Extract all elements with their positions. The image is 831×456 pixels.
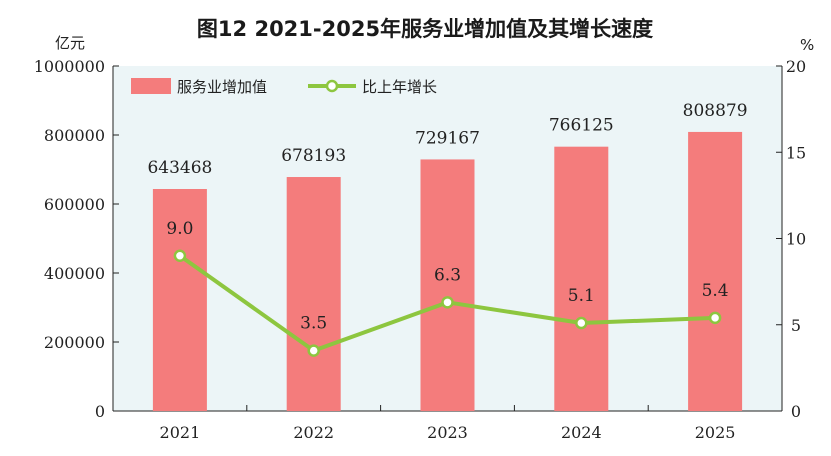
left-axis-unit: 亿元 xyxy=(55,34,85,52)
bar xyxy=(688,131,743,411)
left-tick-label: 200000 xyxy=(44,333,105,352)
line-value-label: 5.4 xyxy=(702,281,729,301)
legend-line-marker xyxy=(325,79,339,93)
bar-value-label: 729167 xyxy=(415,128,480,148)
line-point xyxy=(307,344,320,357)
x-tick-label: 2023 xyxy=(427,423,468,442)
bar xyxy=(152,189,207,411)
right-tick-label: 20 xyxy=(786,57,806,76)
right-tick-label: 15 xyxy=(786,143,806,162)
left-tick-label: 400000 xyxy=(44,264,105,283)
line-point xyxy=(173,249,187,262)
right-tick-label: 5 xyxy=(791,316,801,335)
line-value-label: 3.5 xyxy=(300,314,327,334)
line-series xyxy=(173,249,722,357)
x-tick-label: 2024 xyxy=(561,423,602,442)
x-tick-label: 2021 xyxy=(160,423,201,442)
bar-value-label: 808879 xyxy=(683,101,748,121)
left-tick-label: 600000 xyxy=(44,195,105,214)
left-tick-label: 800000 xyxy=(44,126,105,145)
bar-value-labels: 643468 678193 729167 766125 808879 xyxy=(147,101,747,178)
x-tick-label: 2022 xyxy=(293,423,334,442)
chart-title: 图12 2021-2025年服务业增加值及其增长速度 xyxy=(197,17,653,41)
x-tick-label: 2025 xyxy=(695,423,736,442)
line-value-label: 6.3 xyxy=(434,265,461,285)
legend-bar-swatch xyxy=(131,78,171,94)
line-point xyxy=(441,296,454,309)
left-tick-label: 0 xyxy=(95,402,105,421)
line-point xyxy=(708,311,722,325)
x-axis: 2021 2022 2023 2024 2025 xyxy=(112,405,783,442)
bar xyxy=(286,177,341,411)
line-point xyxy=(575,316,588,330)
bar xyxy=(420,159,475,411)
bar-series xyxy=(152,131,743,411)
bar-value-label: 643468 xyxy=(147,158,212,178)
bar-value-label: 678193 xyxy=(281,146,346,166)
right-tick-label: 0 xyxy=(791,402,801,421)
right-tick-label: 10 xyxy=(786,230,806,249)
left-tick-label: 1000000 xyxy=(34,57,105,76)
bar xyxy=(554,146,609,411)
line-value-labels: 9.0 3.5 6.3 5.1 5.4 xyxy=(166,219,728,334)
right-axis-unit: % xyxy=(800,36,814,54)
legend: 服务业增加值 比上年增长 xyxy=(131,78,437,96)
bar-value-label: 766125 xyxy=(549,116,614,136)
line-value-label: 9.0 xyxy=(166,219,193,239)
line-value-label: 5.1 xyxy=(568,286,595,306)
legend-bar-label: 服务业增加值 xyxy=(177,78,267,96)
left-axis: 0 200000 400000 600000 800000 1000000 xyxy=(34,57,119,421)
legend-line-label: 比上年增长 xyxy=(362,78,437,96)
right-axis: 0 5 10 15 20 xyxy=(776,57,806,421)
